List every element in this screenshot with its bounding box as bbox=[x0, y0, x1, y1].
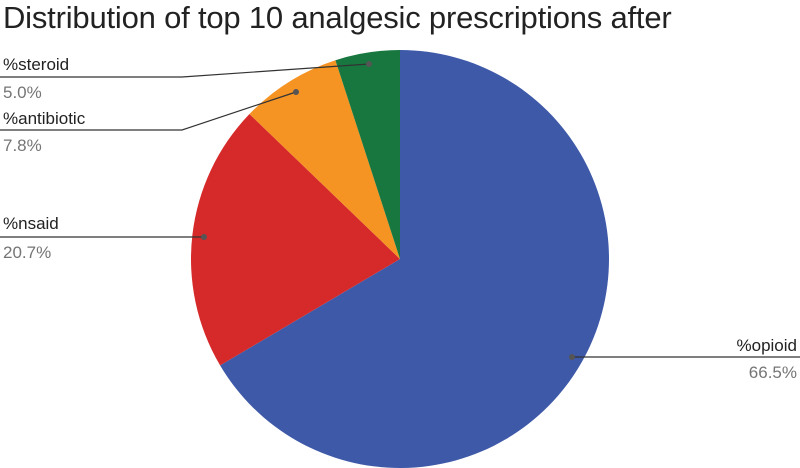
slice-label-steroid: %steroid bbox=[3, 55, 69, 74]
leader-dot-opioid bbox=[569, 354, 575, 360]
slice-label-opioid: %opioid bbox=[737, 336, 798, 355]
pie-slice-opioid bbox=[220, 50, 609, 468]
slice-value-opioid: 66.5% bbox=[749, 363, 797, 382]
slice-value-nsaid: 20.7% bbox=[3, 243, 51, 262]
slice-label-nsaid: %nsaid bbox=[3, 214, 59, 233]
leader-dot-steroid bbox=[366, 61, 372, 67]
slice-value-antibiotic: 7.8% bbox=[3, 136, 42, 155]
slice-value-steroid: 5.0% bbox=[3, 83, 42, 102]
leader-dot-nsaid bbox=[201, 234, 207, 240]
leader-lines bbox=[0, 61, 800, 360]
pie-slice-antibiotic bbox=[249, 60, 400, 260]
slice-label-antibiotic: %antibiotic bbox=[3, 109, 86, 128]
pie-slice-nsaid bbox=[190, 114, 400, 366]
chart-title: Distribution of top 10 analgesic prescri… bbox=[3, 0, 672, 35]
leader-dot-antibiotic bbox=[293, 89, 299, 95]
pie-slices bbox=[190, 50, 609, 468]
leader-line-antibiotic bbox=[0, 91, 297, 131]
leader-line-steroid bbox=[0, 63, 370, 78]
slice-labels: %opioid 66.5% %nsaid 20.7% %antibiotic 7.8% %s… bbox=[3, 55, 797, 382]
pie-slice-steroid bbox=[335, 50, 400, 259]
